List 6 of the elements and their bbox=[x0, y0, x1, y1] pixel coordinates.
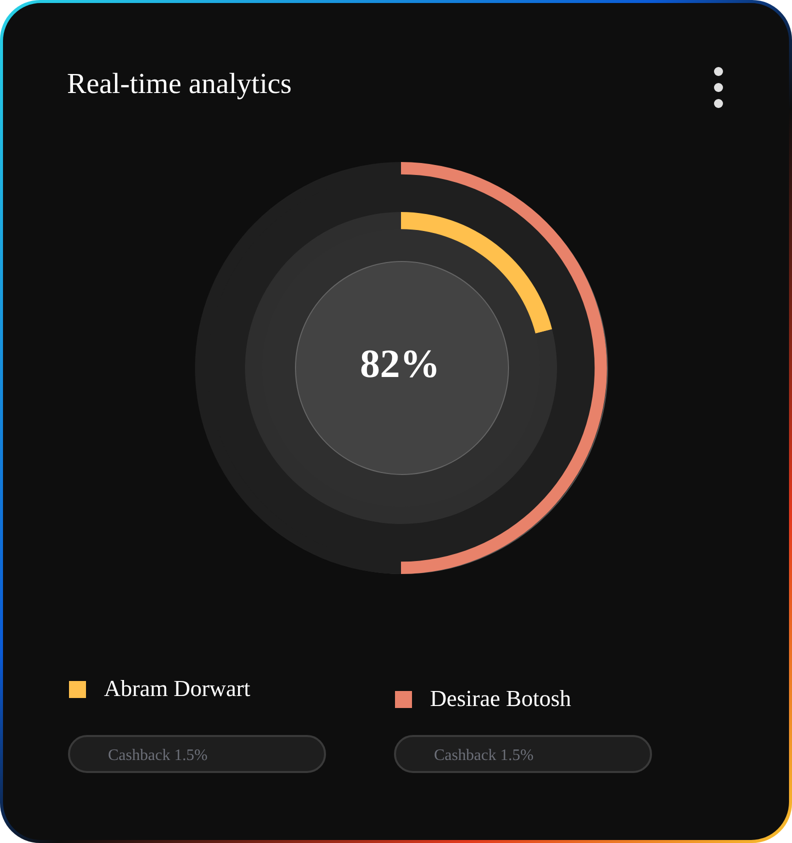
text: Cashback 1.5% bbox=[394, 735, 652, 773]
legend-label: Desirae Botosh bbox=[430, 686, 572, 712]
text: Cashback 1.5% bbox=[68, 735, 326, 773]
chart-title: Real-time analytics bbox=[67, 68, 292, 101]
text: 82% bbox=[359, 340, 441, 387]
legend-label: Abram Dorwart bbox=[104, 676, 250, 702]
